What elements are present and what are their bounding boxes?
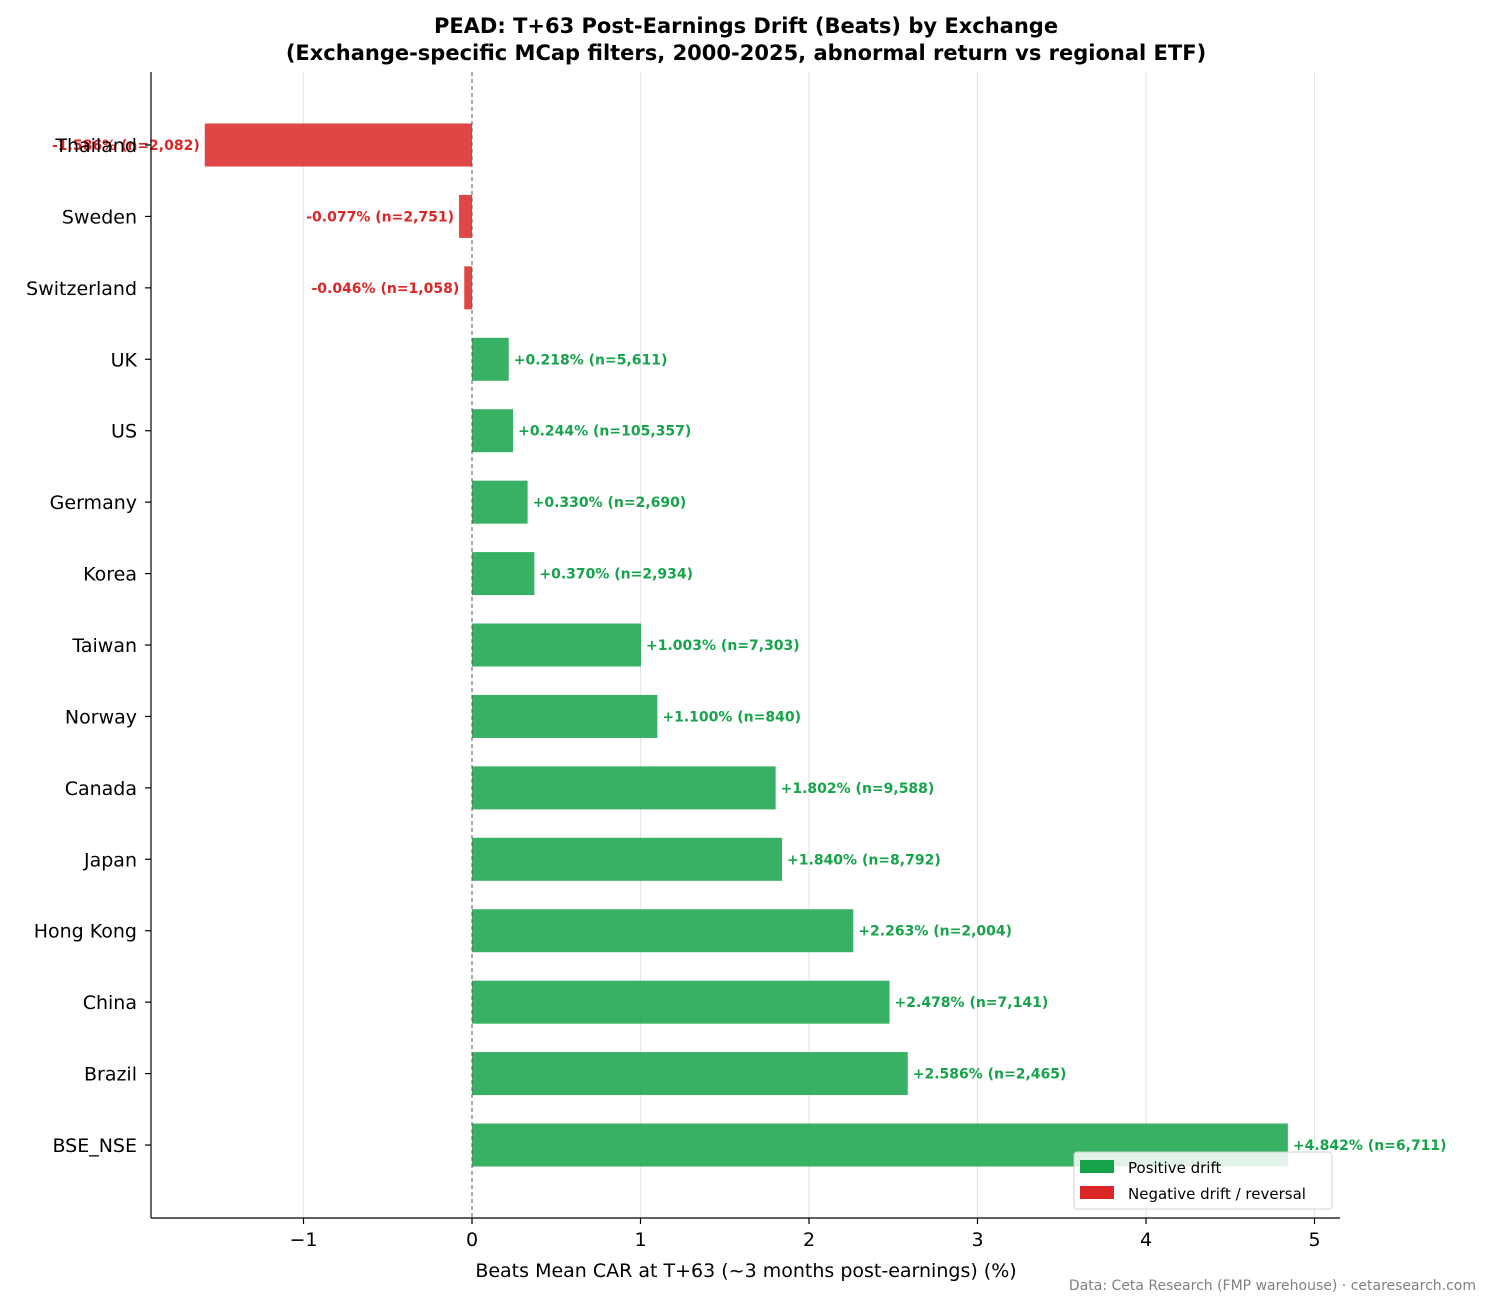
bar-taiwan [472,623,642,667]
bar-switzerland [464,266,472,310]
bar-canada [472,766,776,810]
y-tick-label: Thailand [54,135,137,157]
y-tick-label: Norway [65,706,137,728]
y-tick-label: Korea [83,564,137,586]
x-tick-label: 0 [466,1229,478,1251]
y-tick-label: Sweden [62,206,137,228]
legend-swatch-positive [1080,1160,1114,1173]
data-label: +2.586% (n=2,465) [913,1067,1067,1083]
data-label: +0.218% (n=5,611) [514,352,668,368]
bar-korea [472,552,535,596]
x-gridlines [302,72,1316,1218]
y-tick-label: US [111,421,137,443]
x-tick-label: 4 [1140,1229,1152,1251]
data-label: -0.046% (n=1,058) [311,281,459,297]
legend-box [1073,1151,1333,1210]
data-label: +0.244% (n=105,357) [518,424,691,440]
legend: Positive drift Negative drift / reversal [1073,1151,1333,1210]
y-tick-label: Switzerland [26,278,137,300]
x-tick-label: 1 [634,1229,646,1251]
data-label: -1.586% (n=2,082) [52,138,200,154]
y-tick-label: BSE_NSE [52,1135,137,1157]
data-label: +1.100% (n=840) [662,709,801,725]
legend-swatch-negative [1080,1186,1114,1199]
bar-sweden [459,194,472,238]
data-label: +2.263% (n=2,004) [858,924,1012,940]
data-label: +1.840% (n=8,792) [787,852,941,868]
data-label: -0.077% (n=2,751) [306,209,454,225]
chart-title: PEAD: T+63 Post-Earnings Drift (Beats) b… [434,14,1058,38]
source-note: Data: Ceta Research (FMP warehouse) · ce… [1069,1278,1476,1294]
data-labels: -1.586% (n=2,082) -0.077% (n=2,751) -0.046… [52,138,1447,1154]
data-label: +1.003% (n=7,303) [646,638,800,654]
y-tick-label: Canada [65,778,137,800]
y-tick-label: China [83,992,137,1014]
y-tick-label: Taiwan [71,635,137,657]
legend-label-positive: Positive drift [1128,1159,1221,1177]
x-tick-label: 3 [971,1229,983,1251]
data-label: +2.478% (n=7,141) [895,995,1049,1011]
x-tick-label: 5 [1308,1229,1320,1251]
x-axis-label: Beats Mean CAR at T+63 (~3 months post-e… [475,1260,1016,1282]
data-label: +1.802% (n=9,588) [781,781,935,797]
y-tick-label: UK [111,349,138,371]
y-axis-ticks: Thailand Sweden Switzerland UK US Germany Kore… [26,135,151,1157]
bar-japan [472,837,783,881]
y-tick-label: Hong Kong [34,921,137,943]
data-label: +4.842% (n=6,711) [1293,1138,1447,1154]
x-tick-label: 2 [803,1229,815,1251]
bar-thailand [204,123,472,167]
y-tick-label: Brazil [84,1064,137,1086]
x-tick-label: −1 [289,1229,317,1251]
bar-us [472,409,514,453]
bar-germany [472,480,528,524]
y-tick-label: Germany [50,492,137,514]
chart-subtitle: (Exchange-specific MCap filters, 2000-20… [286,41,1206,65]
legend-label-negative: Negative drift / reversal [1128,1185,1306,1203]
bar-uk [472,337,509,381]
y-tick-label: Japan [83,849,137,871]
bar-brazil [472,1052,908,1096]
bar-hong-kong [472,909,854,953]
data-label: +0.330% (n=2,690) [533,495,687,511]
bar-norway [472,694,658,738]
x-axis-ticks: −1 0 1 2 3 4 5 [289,1218,1321,1251]
bar-china [472,980,890,1024]
data-label: +0.370% (n=2,934) [539,567,693,583]
